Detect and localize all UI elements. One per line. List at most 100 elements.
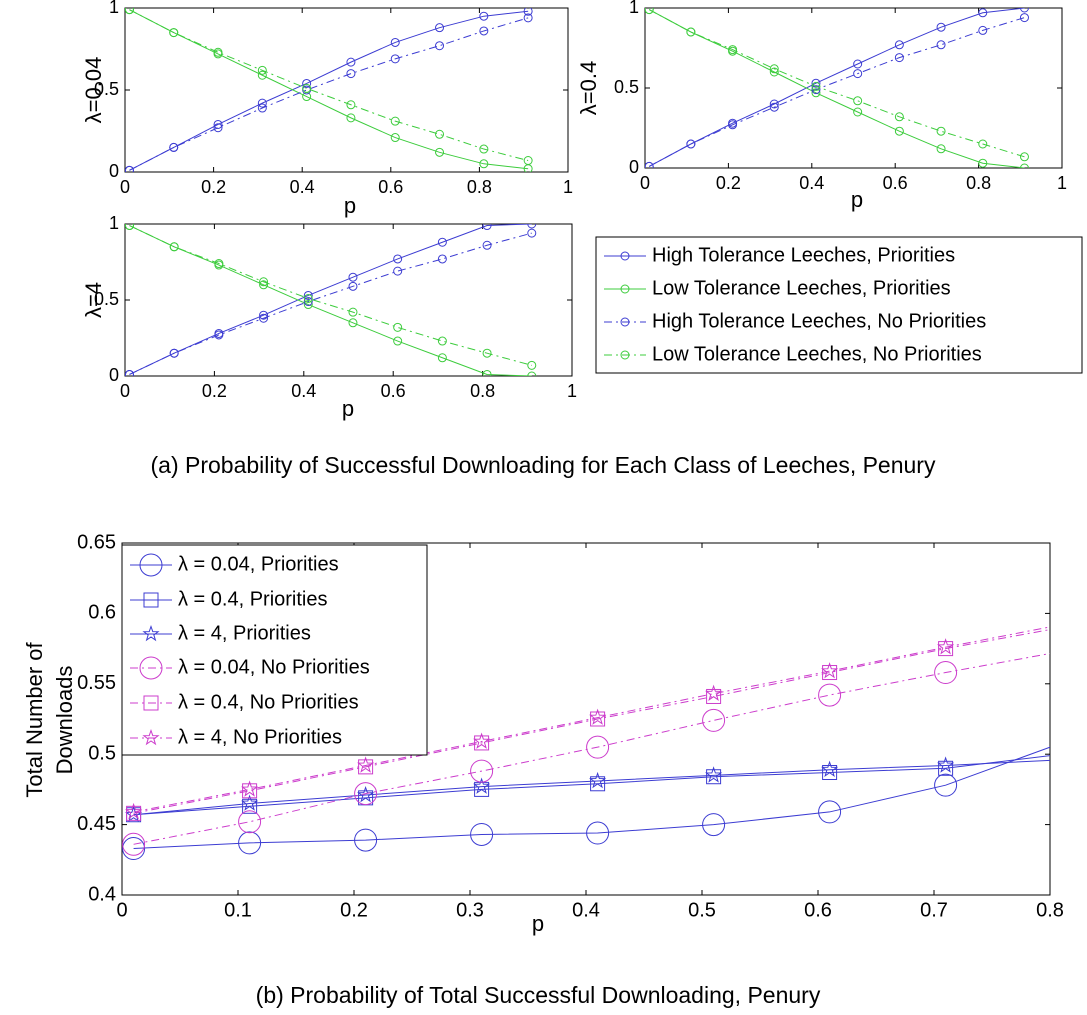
- data-point: [259, 313, 269, 323]
- legend-label: λ = 0.4, No Priorities: [178, 691, 359, 713]
- data-point: [346, 100, 356, 110]
- data-point: [978, 158, 988, 168]
- data-point: [978, 8, 988, 18]
- legend-marker: [143, 592, 159, 608]
- y-tick-label: 0.6: [88, 602, 116, 624]
- data-point: [853, 59, 863, 69]
- data-point: [214, 259, 224, 269]
- data-point: [473, 777, 491, 794]
- x-tick-label: 0: [120, 177, 130, 197]
- data-point: [303, 297, 313, 307]
- legend-marker: [620, 284, 630, 294]
- data-point: [348, 281, 358, 291]
- caption: (a) Probability of Successful Downloadin…: [151, 452, 936, 478]
- data-point: [348, 318, 358, 328]
- axes-box: [124, 223, 573, 377]
- data-point: [257, 103, 267, 113]
- data-point: [586, 735, 610, 759]
- series-line: [129, 232, 532, 375]
- data-point: [393, 336, 403, 346]
- data-point: [769, 67, 779, 77]
- x-tick-label: 0.4: [290, 177, 315, 197]
- legend-marker: [620, 251, 630, 261]
- data-point: [686, 27, 696, 37]
- x-tick-label: 1: [1057, 173, 1067, 193]
- data-point: [125, 8, 134, 15]
- data-point: [1019, 13, 1029, 23]
- x-tick-label: 0.6: [883, 173, 908, 193]
- x-axis-label: p: [851, 187, 863, 212]
- series-line: [129, 9, 529, 162]
- data-point: [169, 348, 179, 358]
- x-tick-label: 0.6: [378, 177, 403, 197]
- plot-area: [645, 8, 1029, 168]
- data-point: [705, 766, 723, 783]
- data-point: [589, 771, 607, 789]
- series-line: [129, 10, 529, 171]
- data-point: [523, 8, 533, 16]
- data-point: [934, 661, 958, 685]
- data-point: [527, 360, 537, 370]
- data-point: [435, 41, 445, 51]
- data-point: [354, 782, 378, 806]
- x-tick-label: 0: [116, 899, 127, 921]
- data-point: [390, 116, 400, 126]
- data-point: [811, 88, 821, 98]
- data-point: [705, 684, 723, 701]
- data-point: [214, 330, 224, 340]
- data-point: [437, 237, 447, 247]
- data-point: [213, 119, 223, 129]
- data-point: [479, 26, 489, 36]
- plot-area: [122, 626, 1050, 861]
- data-point: [393, 322, 403, 332]
- y-tick-label: 0: [629, 157, 639, 177]
- data-point: [702, 813, 726, 837]
- y-tick-label: 0.4: [88, 883, 116, 905]
- data-point: [437, 254, 447, 264]
- data-point: [482, 224, 492, 231]
- axes-box: [644, 7, 1063, 169]
- data-point: [523, 13, 533, 23]
- x-tick-label: 0.2: [202, 381, 227, 401]
- x-tick-label: 0.4: [799, 173, 824, 193]
- data-point: [645, 161, 654, 168]
- y-tick-label: 0.55: [77, 672, 116, 694]
- series-line: [129, 225, 532, 366]
- legend-marker: [139, 553, 163, 577]
- x-tick-label: 0.2: [201, 177, 226, 197]
- x-axis-label: p: [344, 193, 356, 218]
- data-point: [354, 828, 378, 852]
- data-point: [811, 81, 821, 91]
- plot-area: [125, 224, 537, 376]
- data-point: [259, 310, 269, 320]
- series-line: [129, 9, 529, 170]
- series-line: [133, 759, 1050, 816]
- series-line: [133, 653, 1050, 845]
- x-tick-label: 0.6: [381, 381, 406, 401]
- x-tick-label: 0.8: [470, 381, 495, 401]
- caption: (b) Probability of Total Successful Down…: [256, 982, 821, 1008]
- legend-box: [121, 544, 428, 756]
- data-point: [473, 732, 491, 749]
- data-point: [937, 638, 955, 655]
- data-point: [470, 822, 494, 846]
- legend-label: High Tolerance Leeches, No Priorities: [652, 310, 986, 332]
- series-line: [129, 225, 532, 376]
- data-point: [479, 144, 489, 154]
- data-point: [818, 683, 842, 707]
- data-point: [125, 224, 134, 231]
- data-point: [302, 83, 312, 93]
- data-point: [259, 277, 269, 287]
- x-tick-label: 0.3: [456, 899, 484, 921]
- data-point: [479, 159, 489, 169]
- data-point: [894, 112, 904, 122]
- x-tick-label: 0.6: [804, 899, 832, 921]
- data-point: [811, 85, 821, 95]
- x-tick-label: 0.8: [467, 177, 492, 197]
- legend-label: λ = 0.04, Priorities: [178, 553, 339, 575]
- legend-label: λ = 0.04, No Priorities: [178, 656, 370, 678]
- data-point: [122, 837, 146, 861]
- x-tick-label: 0.4: [572, 899, 600, 921]
- data-point: [437, 353, 447, 363]
- data-point: [238, 810, 262, 834]
